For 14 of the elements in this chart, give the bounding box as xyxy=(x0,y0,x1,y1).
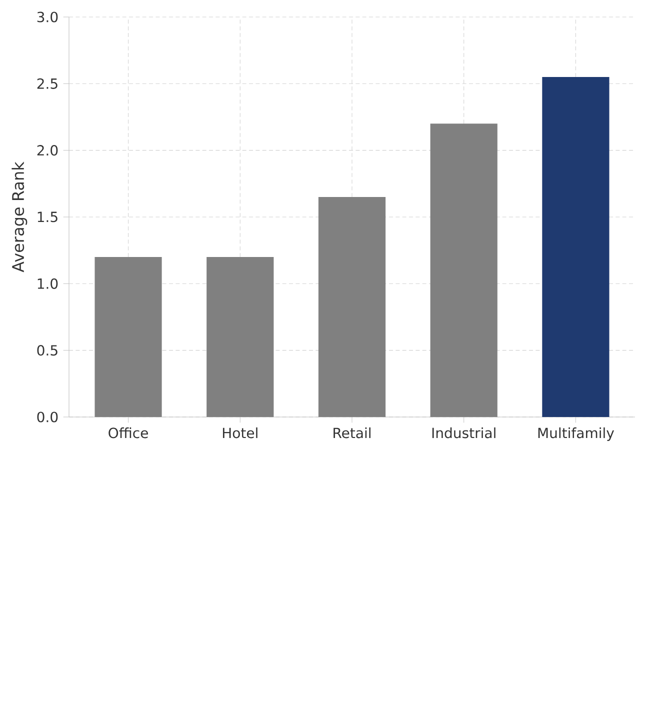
x-tick-label: Multifamily xyxy=(538,427,614,441)
y-tick-label: 1.0 xyxy=(38,278,58,289)
y-tick-label: 3.0 xyxy=(37,12,58,22)
x-tick-label: Retail xyxy=(334,427,370,438)
y-tick-label: 0.5 xyxy=(37,345,58,356)
y-tick-label: 0.0 xyxy=(37,412,58,422)
bar xyxy=(542,77,610,417)
x-tick-label: Hotel xyxy=(222,427,258,438)
x-tick-label: Industrial xyxy=(432,427,496,438)
y-tick-label: 1.5 xyxy=(38,212,58,222)
x-tick-label: Office xyxy=(108,427,148,438)
y-tick-label: 2.5 xyxy=(37,78,58,89)
y-axis-title: Average Rank xyxy=(12,162,28,272)
y-tick-label: 2.0 xyxy=(37,145,58,156)
